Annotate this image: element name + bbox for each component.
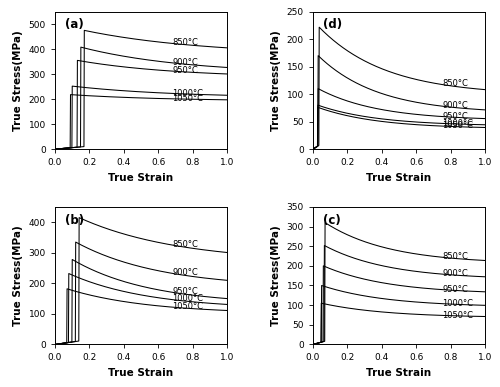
Text: 850°C: 850°C (442, 252, 468, 261)
Y-axis label: True Stress(MPa): True Stress(MPa) (271, 225, 281, 326)
X-axis label: True Strain: True Strain (108, 173, 174, 183)
Text: 1050°C: 1050°C (172, 302, 204, 311)
Y-axis label: True Stress(MPa): True Stress(MPa) (13, 225, 23, 326)
Text: 850°C: 850°C (442, 79, 468, 88)
X-axis label: True Strain: True Strain (108, 368, 174, 378)
Text: (c): (c) (324, 214, 341, 227)
Text: 1000°C: 1000°C (442, 119, 474, 128)
Text: 900°C: 900°C (172, 268, 198, 277)
Text: 1000°C: 1000°C (172, 89, 204, 98)
Text: 1000°C: 1000°C (172, 295, 204, 303)
Text: 900°C: 900°C (442, 101, 468, 110)
Text: 1050°C: 1050°C (442, 311, 474, 320)
Text: 950°C: 950°C (442, 285, 468, 294)
Y-axis label: True Stress(MPa): True Stress(MPa) (13, 30, 23, 131)
Text: 1050°C: 1050°C (442, 122, 474, 130)
Text: 900°C: 900°C (442, 269, 468, 278)
Text: 900°C: 900°C (172, 58, 198, 67)
Text: 950°C: 950°C (172, 287, 198, 296)
Text: (d): (d) (324, 19, 342, 31)
Text: (a): (a) (66, 19, 84, 31)
Y-axis label: True Stress(MPa): True Stress(MPa) (271, 30, 281, 131)
Text: 850°C: 850°C (172, 38, 198, 47)
Text: 950°C: 950°C (442, 112, 468, 121)
Text: 850°C: 850°C (172, 240, 198, 248)
X-axis label: True Strain: True Strain (366, 173, 432, 183)
Text: 1000°C: 1000°C (442, 299, 474, 308)
Text: 1050°C: 1050°C (172, 94, 204, 103)
Text: (b): (b) (66, 214, 84, 227)
X-axis label: True Strain: True Strain (366, 368, 432, 378)
Text: 950°C: 950°C (172, 66, 198, 75)
